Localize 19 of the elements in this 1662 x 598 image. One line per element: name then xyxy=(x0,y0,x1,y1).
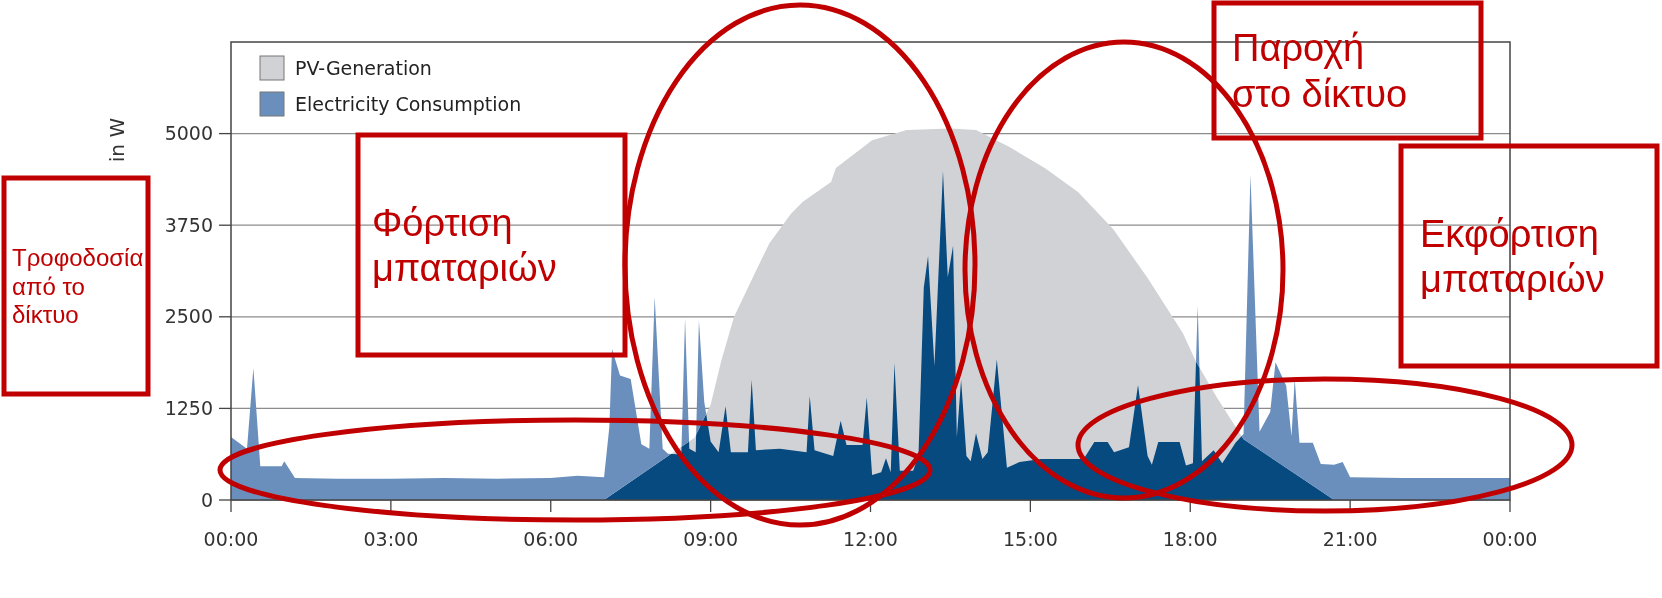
text: Τροφοδοσία από το δίκτυο xyxy=(12,243,144,329)
y-axis-title: in W xyxy=(105,117,129,163)
legend-label: Electricity Consumption xyxy=(295,92,522,115)
x-tick-label: 21:00 xyxy=(1322,528,1378,550)
x-tick-label: 15:00 xyxy=(1002,528,1058,550)
y-tick-label: 2500 xyxy=(164,305,213,328)
x-tick-label: 03:00 xyxy=(363,528,419,550)
y-tick-label: 0 xyxy=(200,488,213,511)
y-tick-label: 1250 xyxy=(164,397,213,420)
x-tick-label: 00:00 xyxy=(1482,528,1538,550)
x-tick-label: 18:00 xyxy=(1162,528,1218,550)
x-tick-label: 00:00 xyxy=(203,528,259,550)
x-tick-label: 09:00 xyxy=(683,528,739,550)
y-tick-label: 5000 xyxy=(164,122,213,145)
x-tick-label: 06:00 xyxy=(523,528,579,550)
y-tick-label: 3750 xyxy=(164,213,213,236)
annotation: Φόρτιση μπαταριών xyxy=(372,201,557,290)
x-tick-label: 12:00 xyxy=(843,528,898,550)
legend-label: PV-Generation xyxy=(295,56,432,79)
